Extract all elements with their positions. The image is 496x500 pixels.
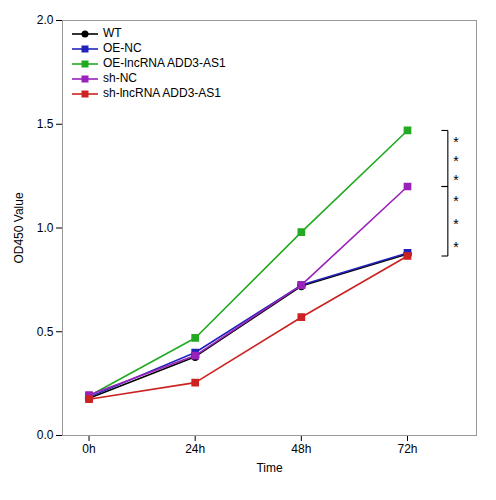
svg-text:48h: 48h xyxy=(291,442,311,456)
svg-text:*: * xyxy=(453,193,459,209)
svg-text:*: * xyxy=(453,239,459,255)
svg-text:24h: 24h xyxy=(185,442,205,456)
svg-text:*: * xyxy=(453,153,459,169)
svg-text:2.0: 2.0 xyxy=(37,13,54,27)
svg-text:1.0: 1.0 xyxy=(37,221,54,235)
svg-text:1.5: 1.5 xyxy=(37,117,54,131)
svg-text:OD450 Value: OD450 Value xyxy=(12,192,26,263)
svg-text:0.0: 0.0 xyxy=(37,428,54,442)
svg-text:Time: Time xyxy=(256,461,283,475)
html-text:OE-lncRNA ADD3-AS1: OE-lncRNA ADD3-AS1 xyxy=(103,56,226,70)
svg-text:0h: 0h xyxy=(82,442,95,456)
html-text:OE-NC: OE-NC xyxy=(103,41,142,55)
svg-text:72h: 72h xyxy=(397,442,417,456)
svg-text:*: * xyxy=(453,134,459,150)
html-text:sh-NC: sh-NC xyxy=(103,71,137,85)
svg-text:*: * xyxy=(453,216,459,232)
html-text:WT: WT xyxy=(103,26,122,40)
html-text:sh-lncRNA ADD3-AS1: sh-lncRNA ADD3-AS1 xyxy=(103,86,221,100)
svg-text:*: * xyxy=(453,172,459,188)
svg-text:0.5: 0.5 xyxy=(37,325,54,339)
